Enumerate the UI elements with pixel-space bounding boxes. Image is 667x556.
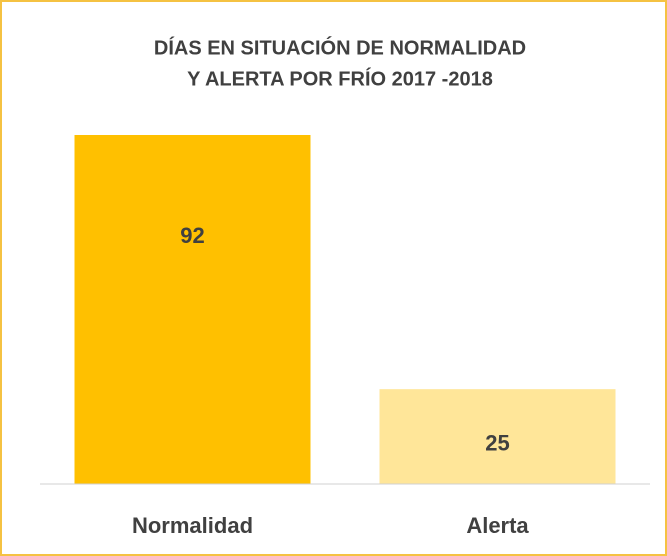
chart-title: DÍAS EN SITUACIÓN DE NORMALIDAD [154,35,526,59]
data-label: 92 [180,223,204,248]
x-tick-label: Alerta [466,513,529,538]
bar [74,135,311,484]
data-label: 25 [485,430,509,455]
bar [379,389,616,484]
x-tick-label: Normalidad [132,513,253,538]
chart-title: Y ALERTA POR FRÍO 2017 -2018 [187,67,493,90]
